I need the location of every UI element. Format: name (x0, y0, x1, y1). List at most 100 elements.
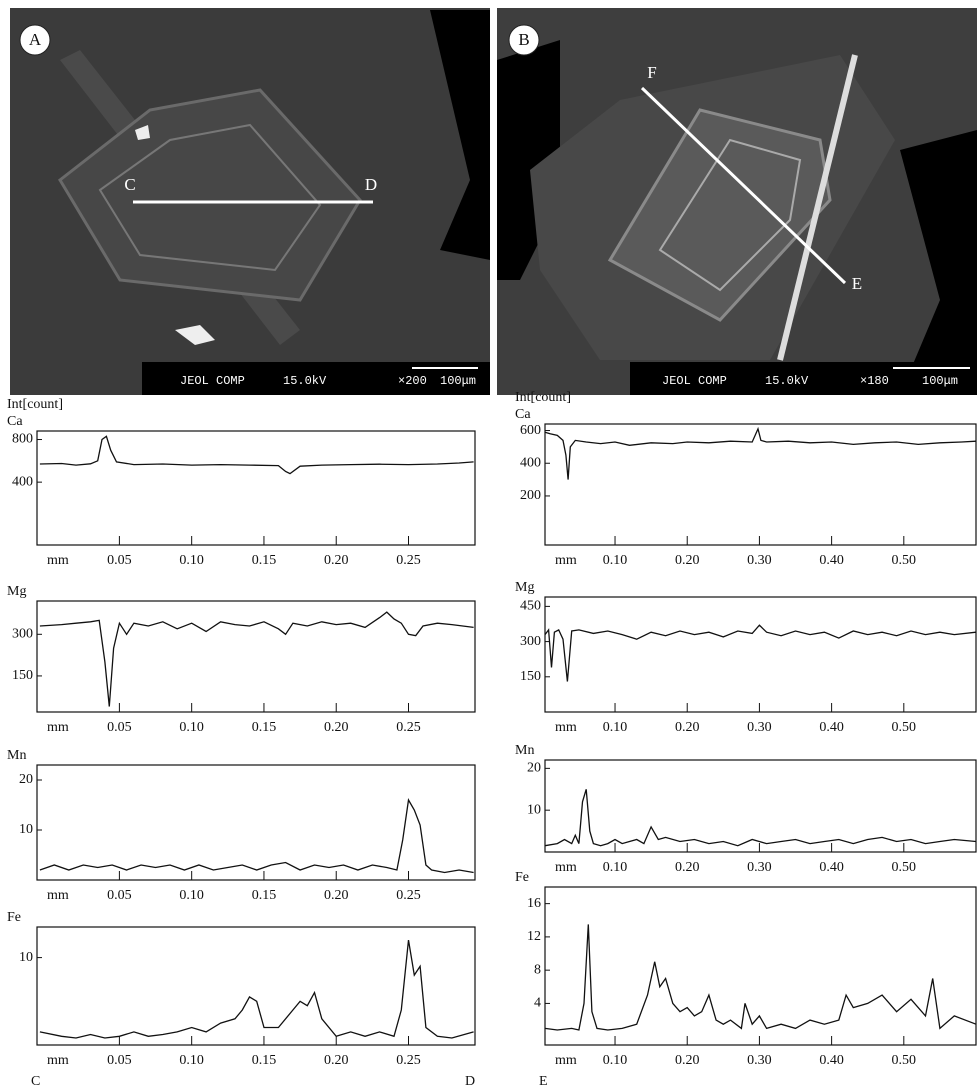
profile-end-label: E (852, 274, 862, 293)
x-tick-label: 0.50 (892, 860, 917, 875)
x-tick-label: 0.20 (324, 720, 349, 735)
x-tick-label: 0.30 (747, 1053, 772, 1068)
profile-line (545, 789, 976, 845)
y-tick-label: 200 (520, 488, 541, 503)
image-label: A (29, 30, 42, 49)
x-axis-label: mm (555, 860, 577, 875)
x-axis-label: mm (555, 1053, 577, 1068)
profile-line (40, 800, 474, 873)
x-tick-label: 0.10 (179, 720, 204, 735)
profile-start: E (539, 1074, 548, 1089)
x-tick-label: 0.50 (892, 1053, 917, 1068)
x-tick-label: 0.05 (107, 553, 132, 568)
x-tick-label: 0.30 (747, 860, 772, 875)
sem-image-b: B F E JEOL COMP 15.0kV ×180 100μm (497, 8, 977, 395)
x-tick-label: 0.10 (179, 553, 204, 568)
x-tick-label: 0.30 (747, 553, 772, 568)
x-tick-label: 0.10 (603, 720, 628, 735)
y-axis-label: Mg (515, 580, 534, 595)
figure: A C D JEOL COMP 15.0kV ×200 100μm B F E … (0, 0, 977, 1092)
y-axis-label: Fe (515, 870, 529, 885)
x-tick-label: 0.20 (675, 1053, 700, 1068)
y-tick-label: 16 (527, 896, 541, 911)
y-tick-label: 450 (520, 599, 541, 614)
y-tick-label: 400 (12, 474, 33, 489)
y-axis-label: Ca (7, 414, 23, 429)
profile-line (40, 436, 474, 473)
profile-start-label: C (124, 175, 135, 194)
sem-image-a: A C D JEOL COMP 15.0kV ×200 100μm (10, 8, 490, 395)
x-tick-label: 0.20 (324, 888, 349, 903)
x-tick-label: 0.05 (107, 1053, 132, 1068)
profile-line (545, 924, 976, 1030)
x-tick-label: 0.15 (252, 1053, 277, 1068)
plot-frame (37, 601, 475, 712)
profile-start: C (31, 1074, 40, 1089)
profile-start-label: F (647, 63, 656, 82)
plot-frame (545, 760, 976, 852)
y-axis-label: Fe (7, 910, 21, 925)
profile-end: D (465, 1074, 475, 1089)
plot-frame (37, 765, 475, 880)
y-tick-label: 20 (527, 761, 541, 776)
y-axis-label: Ca (515, 407, 531, 422)
x-tick-label: 0.50 (892, 553, 917, 568)
image-label: B (518, 30, 529, 49)
x-tick-label: 0.40 (819, 553, 844, 568)
x-axis-label: mm (47, 1053, 69, 1068)
y-tick-label: 10 (527, 802, 541, 817)
x-tick-label: 0.30 (747, 720, 772, 735)
y-tick-label: 600 (520, 423, 541, 438)
y-axis-label: Mn (515, 743, 534, 758)
y-axis-label: Mn (7, 748, 26, 763)
x-tick-label: 0.25 (396, 888, 421, 903)
y-tick-label: 20 (19, 772, 33, 787)
profile-line (545, 625, 976, 681)
x-tick-label: 0.20 (675, 720, 700, 735)
x-tick-label: 0.50 (892, 720, 917, 735)
profile-line (40, 940, 474, 1038)
y-tick-label: 300 (520, 634, 541, 649)
x-tick-label: 0.20 (324, 553, 349, 568)
x-axis-label: mm (47, 888, 69, 903)
y-tick-label: 400 (520, 455, 541, 470)
x-tick-label: 0.10 (179, 1053, 204, 1068)
x-tick-label: 0.20 (324, 1053, 349, 1068)
y-tick-label: 8 (534, 962, 541, 977)
profile-end-label: D (365, 175, 377, 194)
x-tick-label: 0.05 (107, 888, 132, 903)
scale: 100μm (440, 374, 476, 388)
y-tick-label: 10 (19, 822, 33, 837)
instrument: JEOL COMP (662, 374, 727, 388)
scale: 100μm (922, 374, 958, 388)
x-tick-label: 0.10 (179, 888, 204, 903)
y-tick-label: 4 (534, 996, 541, 1011)
y-tick-label: 800 (12, 432, 33, 447)
intensity-header: Int[count] (7, 397, 63, 412)
x-axis-label: mm (47, 553, 69, 568)
y-tick-label: 300 (12, 627, 33, 642)
x-tick-label: 0.05 (107, 720, 132, 735)
magnification: ×200 (398, 374, 427, 388)
x-tick-label: 0.20 (675, 553, 700, 568)
y-tick-label: 10 (19, 950, 33, 965)
voltage: 15.0kV (765, 374, 809, 388)
y-tick-label: 150 (520, 669, 541, 684)
magnification: ×180 (860, 374, 889, 388)
x-tick-label: 0.15 (252, 553, 277, 568)
x-tick-label: 0.25 (396, 720, 421, 735)
x-tick-label: 0.40 (819, 860, 844, 875)
plot-frame (545, 597, 976, 712)
instrument: JEOL COMP (180, 374, 245, 388)
x-tick-label: 0.10 (603, 553, 628, 568)
x-tick-label: 0.25 (396, 1053, 421, 1068)
x-axis-label: mm (555, 720, 577, 735)
x-tick-label: 0.10 (603, 1053, 628, 1068)
x-tick-label: 0.15 (252, 888, 277, 903)
plot-frame (545, 887, 976, 1045)
plot-frame (37, 431, 475, 545)
intensity-header: Int[count] (515, 390, 571, 405)
page: {"images": [ {"label": "A", "line_start"… (0, 0, 977, 1092)
profile-line (545, 429, 976, 480)
x-tick-label: 0.40 (819, 1053, 844, 1068)
